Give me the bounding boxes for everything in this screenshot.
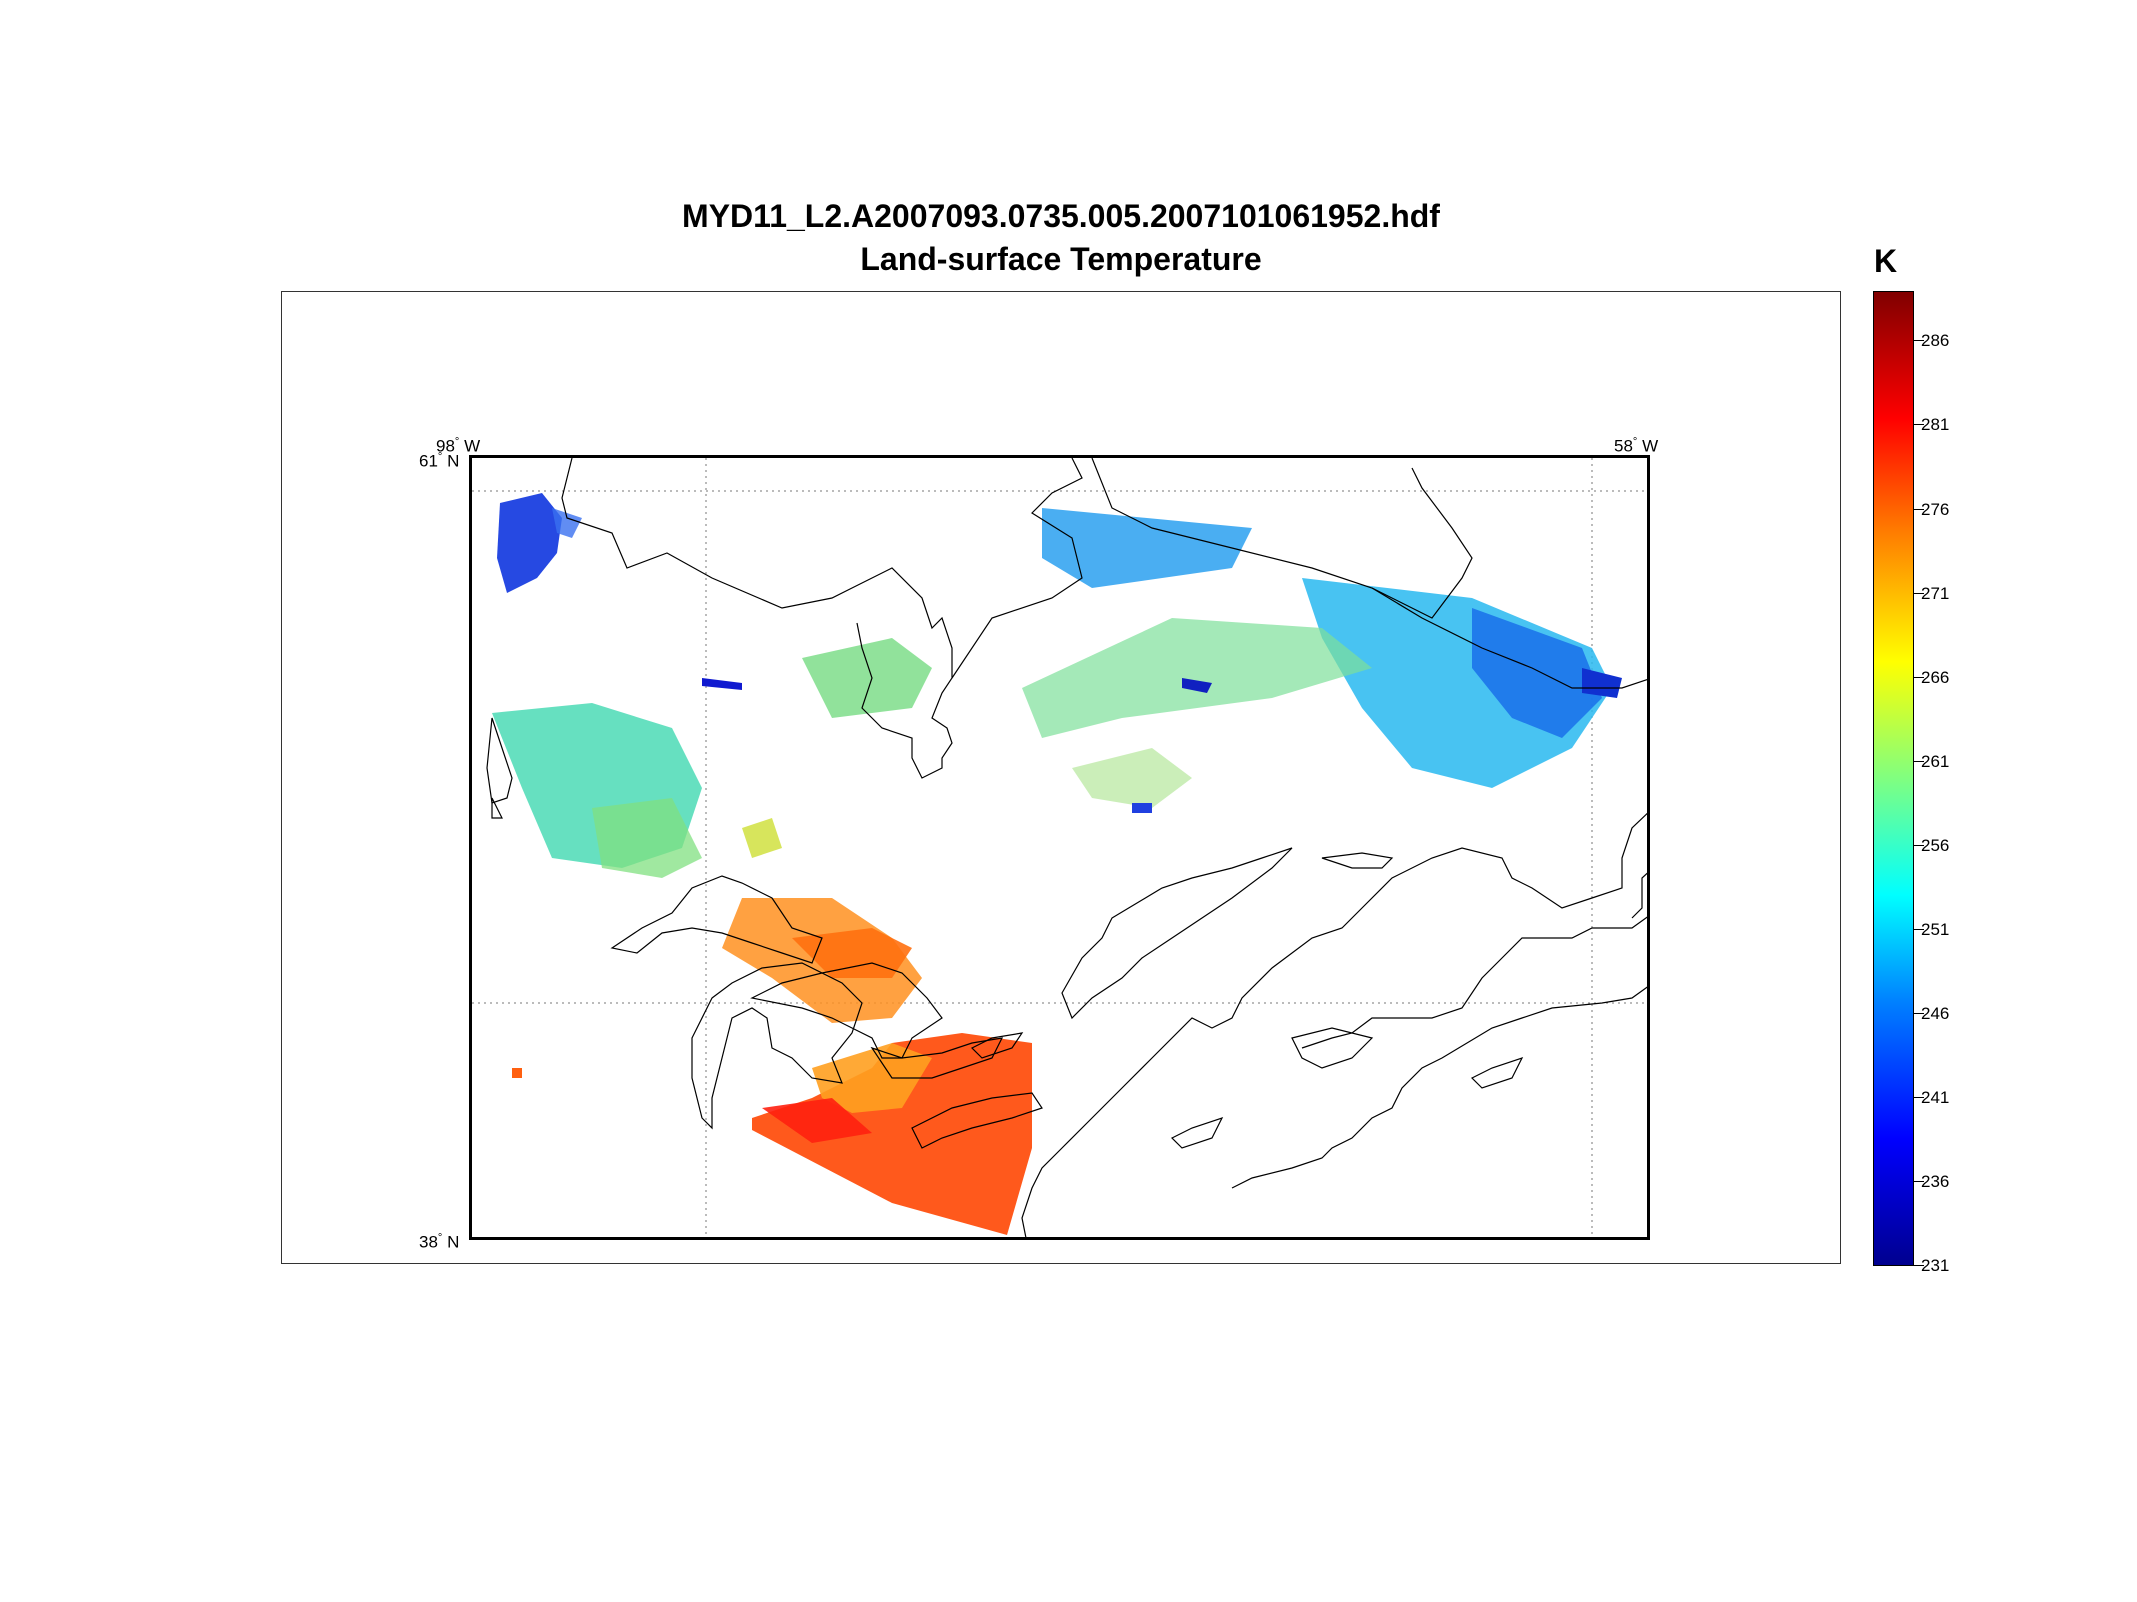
colorbar-tick-label: 246: [1921, 1003, 1950, 1023]
colorbar-tick-mark: [1914, 1265, 1924, 1266]
colorbar-tick-mark: [1914, 1012, 1924, 1014]
top-right-lon-label: 58° W: [1614, 436, 1659, 456]
colorbar-tick-mark: [1914, 1180, 1924, 1182]
colorbar-tick-mark: [1914, 760, 1924, 762]
colorbar-tick-mark: [1914, 592, 1924, 594]
top-lat-label: 61° N: [419, 451, 460, 471]
colorbar-tick-label: 286: [1921, 331, 1950, 351]
bottom-lat-label: 38° N: [419, 1232, 460, 1252]
coastlines: [486, 458, 1647, 1237]
colorbar-tick-label: 231: [1921, 1256, 1950, 1275]
colorbar-tick-mark: [1914, 1096, 1924, 1098]
colorbar-tick-label: 241: [1921, 1087, 1950, 1107]
colorbar-tick-label: 271: [1921, 583, 1950, 603]
colorbar-tick-label: 256: [1921, 835, 1950, 855]
colorbar-tick-label: 251: [1921, 919, 1950, 939]
colorbar-tick-mark: [1914, 424, 1924, 426]
colorbar: [1873, 291, 1914, 1266]
map-panel: [469, 455, 1650, 1240]
map-subtitle: Land-surface Temperature: [860, 241, 1262, 277]
graticule: [472, 458, 1647, 1237]
colorbar-tick-label: 276: [1921, 499, 1950, 519]
colorbar-unit: K: [1874, 243, 1898, 279]
temperature-swaths: [492, 493, 1622, 1235]
colorbar-tick-mark: [1914, 508, 1924, 510]
colorbar-tick-label: 236: [1921, 1171, 1950, 1191]
colorbar-tick-mark: [1914, 340, 1924, 342]
colorbar-tick-mark: [1914, 676, 1924, 678]
colorbar-tick-label: 266: [1921, 667, 1950, 687]
colorbar-tick-label: 281: [1921, 415, 1950, 435]
colorbar-tick-label: 261: [1921, 751, 1950, 771]
map-canvas: [472, 458, 1647, 1237]
map-title: MYD11_L2.A2007093.0735.005.2007101061952…: [682, 198, 1440, 234]
top-left-lon-label: 98° W: [436, 436, 481, 456]
colorbar-tick-mark: [1914, 844, 1924, 846]
colorbar-tick-mark: [1914, 928, 1924, 930]
figure-frame: [281, 291, 1841, 1264]
